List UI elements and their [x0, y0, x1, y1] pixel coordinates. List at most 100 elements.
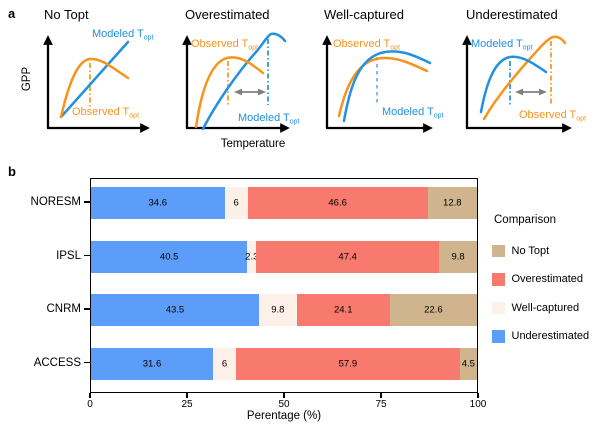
category-label-noresm: NORESM	[30, 196, 81, 208]
y-tick-access	[83, 361, 90, 364]
bar-row-cnrm: 43.5 9.8 24.1 22.6	[91, 294, 477, 326]
modeled-topt-label: Modeled Topt	[238, 112, 300, 126]
bar-segment-noresm-underestimated: 34.6	[91, 187, 225, 219]
legend-swatch-overestimated	[492, 273, 505, 286]
legend-swatch-underestimated	[492, 330, 505, 343]
plot-title: Overestimated	[185, 7, 270, 22]
panel-a-label: a	[8, 6, 16, 21]
bar-segment-access-well-captured: 6	[212, 347, 237, 380]
observed-topt-label: Observed Topt	[191, 38, 258, 52]
modeled-topt-label: Modeled Topt	[92, 28, 154, 42]
temperature-axis-label: Temperature	[221, 138, 286, 150]
bar-segment-noresm-well-captured: 6	[224, 187, 248, 219]
category-label-ipsl: IPSL	[56, 249, 81, 262]
observed-curve	[337, 56, 429, 118]
x-tick-label-25: 25	[181, 399, 193, 410]
legend-title: Comparison	[494, 214, 556, 226]
bar-value-label: 4.5	[461, 358, 475, 369]
observed-topt-label: Observed Topt	[72, 106, 139, 120]
x-tick-label-0: 0	[87, 399, 93, 410]
panel-a-plot-overestimated: Overestimated Observed Topt Modeled Topt	[182, 7, 300, 133]
bar-segment-ipsl-underestimated: 40.5	[91, 240, 248, 273]
x-tick-100	[477, 393, 479, 398]
bar-plot-area: 34.6 6 46.6 12.8 40.5 2.3 47.4 9.8 43.5 9.8 24.1 22…	[90, 178, 478, 393]
bar-value-label: 12.8	[443, 197, 462, 209]
observed-curve	[482, 35, 567, 121]
arrow-right-head	[258, 88, 266, 96]
bar-value-label: 31.6	[142, 358, 162, 369]
x-tick-0	[89, 393, 91, 398]
x-tick-50	[283, 393, 285, 398]
modeled-topt-label: Modeled Topt	[382, 106, 444, 120]
modeled-curve	[479, 55, 548, 114]
bar-segment-noresm-overestimated: 46.6	[247, 187, 428, 219]
plot-title: Well-captured	[324, 7, 404, 22]
arrow-left-head	[515, 88, 523, 96]
observed-topt-label: Observed Topt	[333, 38, 400, 52]
bar-value-label: 9.8	[271, 304, 285, 316]
bar-segment-ipsl-no-topt: 9.8	[439, 240, 477, 273]
bar-value-label: 6	[221, 358, 228, 369]
x-tick-25	[186, 393, 188, 398]
bar-segment-noresm-no-topt: 12.8	[427, 187, 477, 219]
legend-item-no-topt: No Topt	[492, 244, 549, 258]
legend-label: Underestimated	[511, 330, 590, 342]
bar-segment-ipsl-well-captured: 2.3	[245, 240, 259, 273]
modeled-topt-label: Modeled Topt	[471, 38, 533, 52]
panel-a-plot-no-topt: No Topt Modeled Topt Observed Topt	[43, 7, 154, 133]
category-label-cnrm: CNRM	[46, 303, 82, 315]
gpp-axis-label: GPP	[21, 67, 33, 92]
bar-segment-cnrm-no-topt: 22.6	[389, 294, 477, 326]
legend-swatch-no-topt	[492, 244, 505, 258]
modeled-curve	[201, 32, 287, 131]
legend-swatch-well-captured	[492, 301, 505, 315]
bar-value-label: 46.6	[328, 197, 347, 209]
x-tick-label-75: 75	[375, 399, 387, 410]
panel-b: b 34.6 6 46.6 12.8 40.5 2.3 47.4 9.8 43.5 9.8 24.1…	[0, 160, 600, 442]
panel-a-plot-well-captured: Well-captured Observed Topt Modeled Topt	[322, 7, 444, 133]
bar-segment-access-underestimated: 31.6	[91, 347, 213, 380]
x-axis-label: Perentage (%)	[246, 410, 322, 422]
bar-value-label: 43.5	[165, 304, 185, 316]
panel-a-plot-underestimated: Underestimated Modeled Topt Observed Top…	[462, 7, 586, 133]
observed-curve	[59, 57, 130, 119]
bar-value-label: 47.4	[338, 251, 357, 262]
arrow-right-head	[539, 88, 547, 96]
x-tick-label-50: 50	[278, 399, 290, 410]
panel-b-label: b	[8, 164, 16, 179]
x-tick-label-100: 100	[469, 399, 487, 410]
bar-value-label: 22.6	[424, 304, 443, 316]
bar-row-ipsl: 40.5 2.3 47.4 9.8	[91, 240, 477, 273]
legend-label: Well-captured	[511, 301, 580, 314]
bar-row-noresm: 34.6 6 46.6 12.8	[91, 187, 477, 219]
bar-value-label: 34.6	[148, 197, 168, 209]
y-tick-cnrm	[83, 308, 90, 310]
legend-item-overestimated: Overestimated	[492, 273, 583, 287]
observed-curve	[194, 56, 265, 129]
plot-title: Underestimated	[466, 7, 558, 22]
bar-segment-cnrm-overestimated: 24.1	[296, 294, 390, 326]
bar-segment-ipsl-overestimated: 47.4	[256, 240, 440, 273]
y-tick-noresm	[83, 201, 90, 203]
bar-value-label: 2.3	[245, 251, 259, 262]
legend-item-well-captured: Well-captured	[492, 301, 579, 315]
plot-title: No Topt	[44, 7, 89, 22]
bar-segment-cnrm-underestimated: 43.5	[91, 294, 259, 326]
observed-topt-label: Observed Topt	[519, 109, 586, 123]
legend-label: No Topt	[511, 244, 550, 257]
bar-value-label: 9.8	[451, 251, 465, 262]
bar-segment-access-no-topt: 4.5	[459, 347, 477, 380]
bar-row-access: 31.6 6 57.9 4.5	[91, 347, 477, 380]
bar-value-label: 57.9	[338, 358, 358, 369]
y-tick-ipsl	[83, 254, 90, 257]
bar-segment-cnrm-well-captured: 9.8	[258, 294, 297, 326]
bar-segment-access-overestimated: 57.9	[236, 347, 460, 380]
bar-value-label: 6	[233, 197, 239, 209]
legend-item-underestimated: Underestimated	[492, 330, 589, 344]
bar-value-label: 24.1	[333, 304, 353, 316]
panel-a: a No Topt Modeled Topt Observed Topt Ove…	[8, 6, 586, 150]
category-label-access: ACCESS	[33, 356, 81, 369]
modeled-curve	[342, 50, 432, 123]
arrow-left-head	[234, 88, 242, 96]
